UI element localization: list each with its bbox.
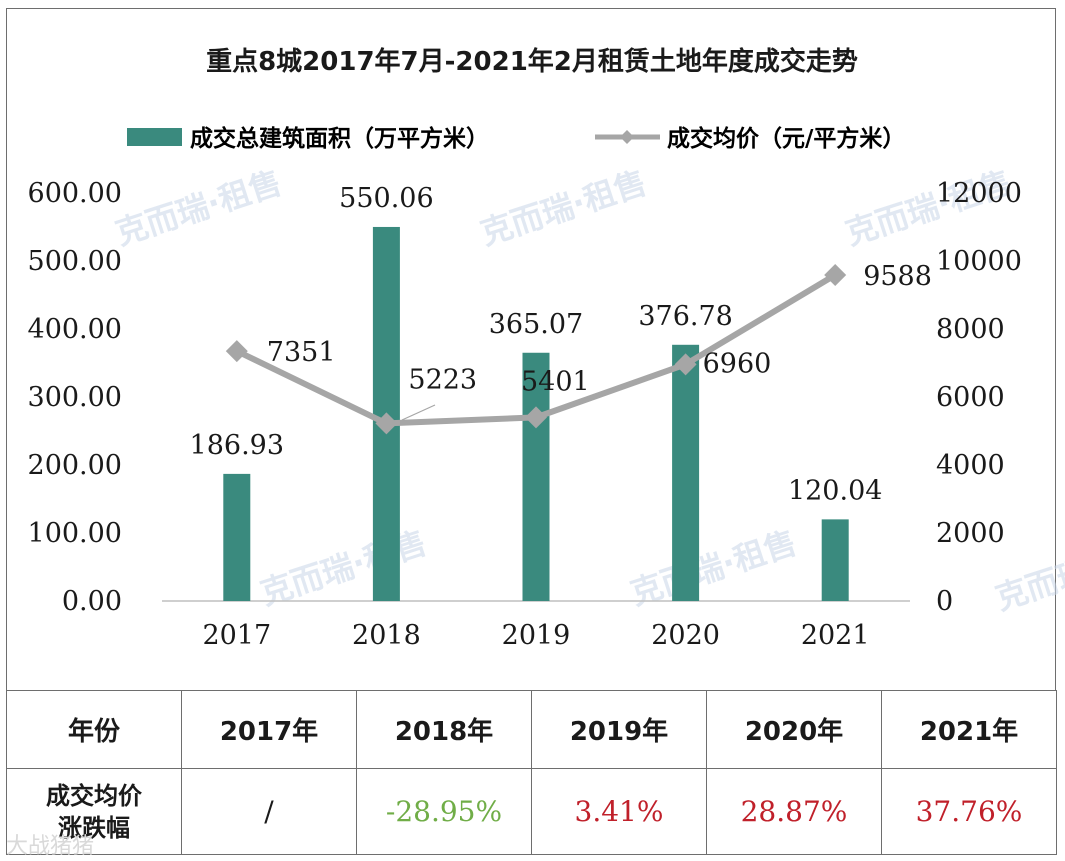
left-tick-label: 400.00 [28,314,122,345]
table-header-row: 年份 2017年 2018年 2019年 2020年 2021年 [6,690,1057,769]
legend: 成交总建筑面积（万平方米） 成交均价（元/平方米） [127,125,905,152]
bar-value-label: 550.06 [339,183,433,214]
line-marker [824,264,847,287]
bar-value-label: 120.04 [788,475,882,506]
line-value-label: 6960 [703,348,772,379]
x-tick-label: 2017 [202,620,271,651]
right-tick-label: 4000 [936,450,1005,481]
legend-bar-swatch [127,128,182,146]
left-tick-label: 500.00 [28,246,122,277]
left-tick-label: 100.00 [28,518,122,549]
bar-series [223,226,849,601]
line-labels: 7351 5223 5401 6960 9588 [267,261,932,397]
change-value: 28.87% [706,768,882,855]
right-tick-label: 2000 [936,518,1005,549]
legend-line-marker [620,130,634,144]
row-label-line2: 涨跌幅 [58,813,130,842]
line-value-label: 9588 [863,261,932,292]
right-tick-label: 8000 [936,314,1005,345]
right-tick-label: 6000 [936,382,1005,413]
line-marker [674,353,697,376]
bar [672,344,700,601]
left-axis: 0.00 100.00 200.00 300.00 400.00 500.00 600.00 [28,178,122,617]
table-year: 2017年 [181,690,357,769]
watermark: 克而瑞·租售 [626,523,801,612]
table-header-label: 年份 [6,690,182,769]
leader-line [401,404,436,421]
row-label-line1: 成交均价 [46,781,142,810]
x-tick-label: 2018 [352,620,421,651]
line-marker [375,412,398,435]
watermark: 克而瑞·租售 [476,163,651,252]
left-tick-label: 300.00 [28,382,122,413]
watermark: 克而瑞·租售 [256,523,431,612]
table-change-row: 成交均价 涨跌幅 / -28.95% 3.41% 28.87% 37.76% [6,768,1057,855]
line-marker [525,406,547,429]
x-tick-label: 2021 [801,620,870,651]
legend-bar-label: 成交总建筑面积（万平方米） [190,125,489,152]
table-year: 2019年 [531,690,707,769]
chart-title: 重点8城2017年7月-2021年2月租赁土地年度成交走势 [206,46,858,77]
right-tick-label: 12000 [936,178,1022,209]
bar-value-label: 376.78 [638,301,732,332]
left-tick-label: 600.00 [28,178,122,209]
table-year: 2021年 [881,690,1057,769]
bar [522,352,550,601]
watermark: 克而瑞·租售 [111,163,286,252]
left-tick-label: 0.00 [62,586,122,617]
x-tick-label: 2019 [502,620,571,651]
chart: 克而瑞·租售 克而瑞·租售 克而瑞·租售 克而瑞·租售 克而瑞·租售 克而瑞·租… [28,46,1065,651]
left-tick-label: 200.00 [28,450,122,481]
change-value: 37.76% [881,768,1057,855]
bar-value-label: 186.93 [190,430,284,461]
right-axis: 0 2000 4000 6000 8000 10000 12000 [936,178,1022,617]
right-tick-label: 10000 [936,246,1022,277]
bar-labels: 186.93 550.06 365.07 376.78 120.04 [190,183,883,506]
line-value-label: 7351 [267,337,336,368]
line-marker [225,340,248,363]
change-value: / [181,768,357,855]
footer-watermark: 大战猪猪 [6,834,95,859]
line-value-label: 5223 [408,364,477,395]
table-year: 2020年 [706,690,882,769]
bar [223,473,251,601]
line-value-label: 5401 [521,366,590,397]
bar-value-label: 365.07 [489,309,583,340]
x-axis: 2017 2018 2019 2020 2021 [202,620,869,651]
legend-line-label: 成交均价（元/平方米） [667,125,905,152]
line-series [225,264,847,435]
bar [821,519,849,601]
change-table: 年份 2017年 2018年 2019年 2020年 2021年 成交均价 涨跌… [6,690,1057,855]
x-tick-label: 2020 [651,620,720,651]
table-row-label: 成交均价 涨跌幅 [6,768,182,855]
change-value: -28.95% [356,768,532,855]
right-tick-label: 0 [936,586,953,617]
change-value: 3.41% [531,768,707,855]
table-year: 2018年 [356,690,532,769]
